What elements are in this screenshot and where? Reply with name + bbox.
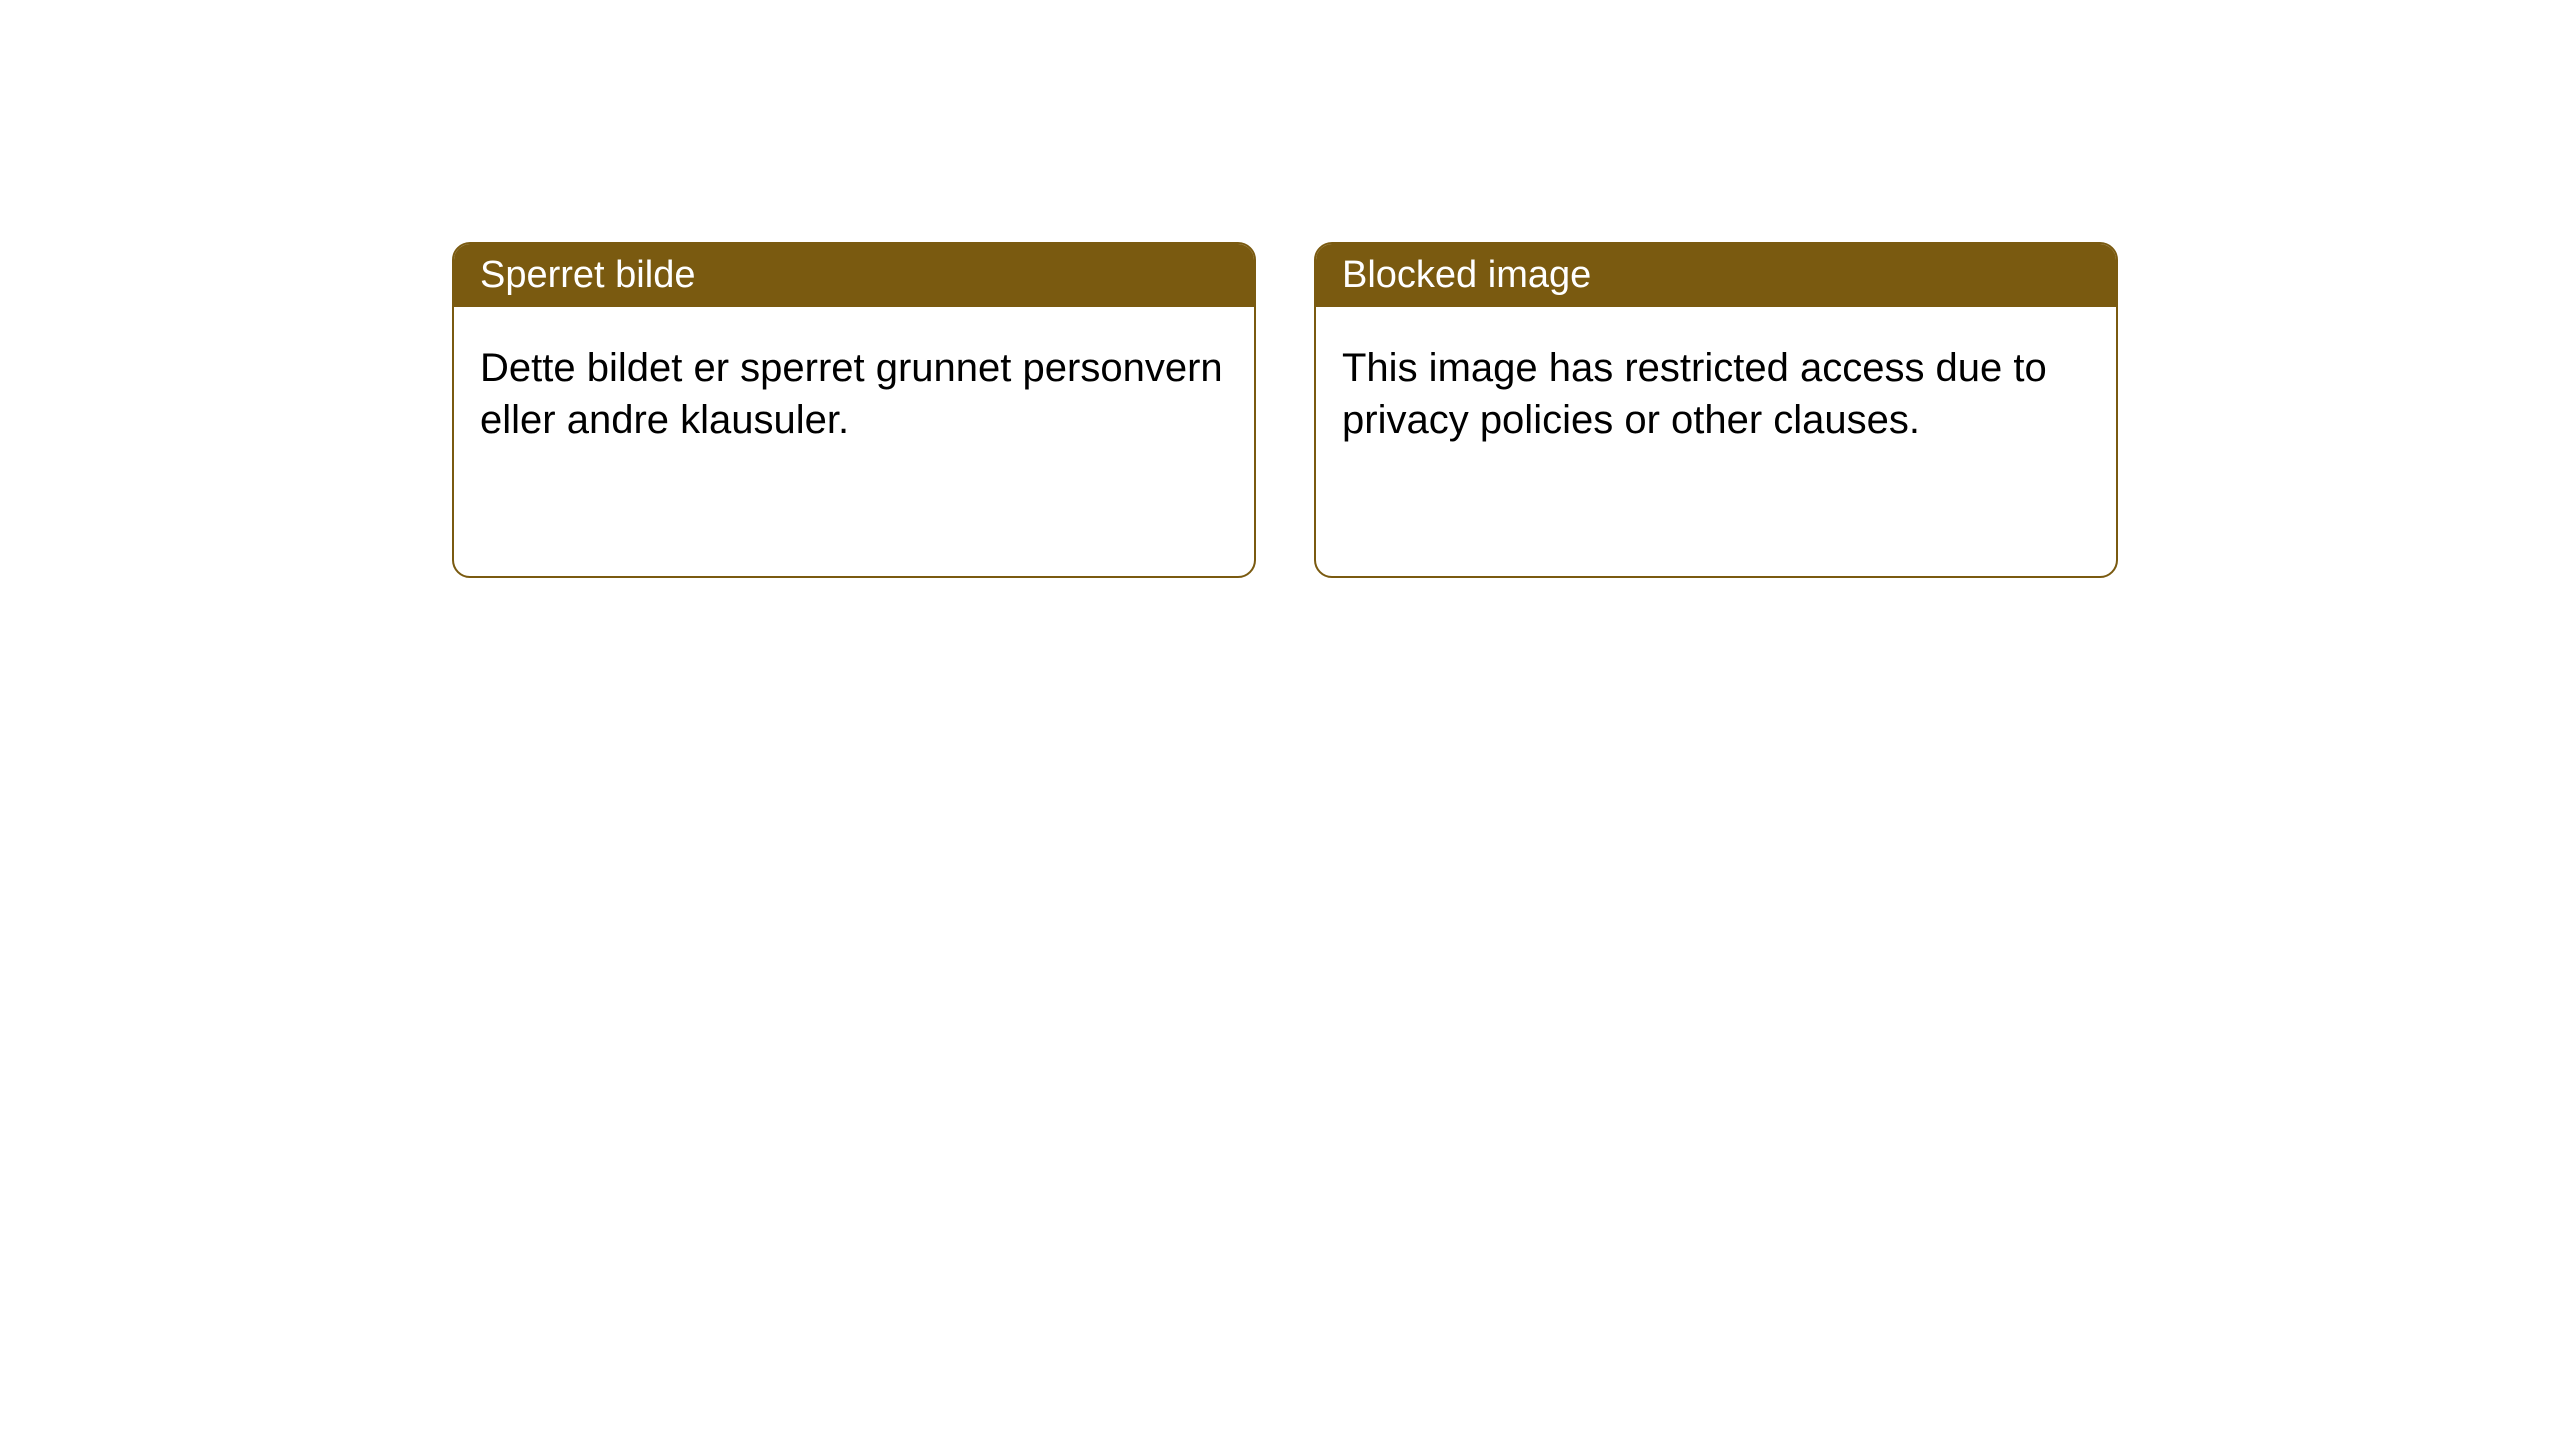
notice-cards-container: Sperret bilde Dette bildet er sperret gr… — [0, 0, 2560, 578]
card-header: Blocked image — [1316, 244, 2116, 307]
card-body: This image has restricted access due to … — [1316, 307, 2116, 482]
card-body: Dette bildet er sperret grunnet personve… — [454, 307, 1254, 482]
card-header: Sperret bilde — [454, 244, 1254, 307]
notice-card-norwegian: Sperret bilde Dette bildet er sperret gr… — [452, 242, 1256, 578]
notice-card-english: Blocked image This image has restricted … — [1314, 242, 2118, 578]
